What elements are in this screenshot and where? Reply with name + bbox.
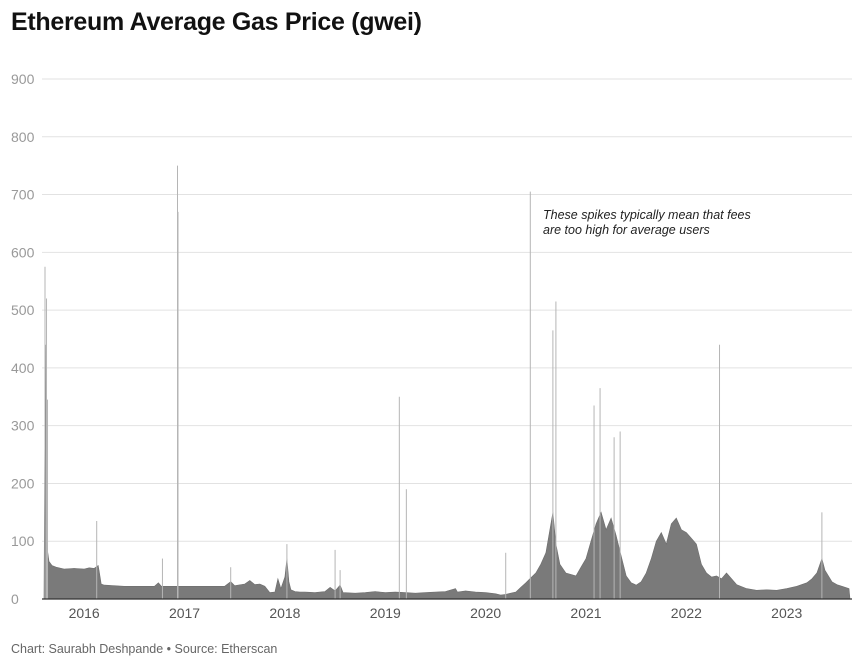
y-tick-label-900: 900 [11, 71, 35, 87]
spike-layer [44, 165, 823, 599]
x-tick-label-2019: 2019 [370, 605, 401, 621]
chart-credit: Chart: Saurabh Deshpande [11, 642, 164, 656]
grid-lines [42, 78, 852, 542]
y-tick-label-600: 600 [11, 244, 35, 260]
chart-source: Source: Etherscan [174, 642, 278, 656]
chart-footer: Chart: Saurabh Deshpande • Source: Ether… [11, 642, 277, 656]
y-tick-label-100: 100 [11, 533, 35, 549]
x-tick-label-2016: 2016 [69, 605, 100, 621]
x-tick-label-2018: 2018 [269, 605, 300, 621]
chart-title: Ethereum Average Gas Price (gwei) [11, 8, 422, 36]
annotation-line-2: are too high for average users [543, 223, 710, 237]
x-tick-label-2021: 2021 [570, 605, 601, 621]
footer-separator: • [166, 642, 172, 656]
annotation-line-1: These spikes typically mean that fees [543, 208, 751, 222]
y-tick-label-200: 200 [11, 475, 35, 491]
y-tick-label-500: 500 [11, 302, 35, 318]
area-layer [43, 344, 851, 600]
y-tick-label-700: 700 [11, 187, 35, 203]
y-tick-label-0: 0 [11, 591, 19, 607]
area-series-0 [43, 344, 851, 600]
tick-labels: 0 100 200 300 400 500 600 700 800 900 2016 2017 2018… [11, 71, 803, 621]
x-tick-label-2022: 2022 [671, 605, 702, 621]
y-tick-label-400: 400 [11, 360, 35, 376]
y-tick-label-800: 800 [11, 129, 35, 145]
x-tick-label-2020: 2020 [470, 605, 501, 621]
y-tick-label-300: 300 [11, 418, 35, 434]
x-tick-label-2023: 2023 [771, 605, 802, 621]
x-tick-label-2017: 2017 [169, 605, 200, 621]
